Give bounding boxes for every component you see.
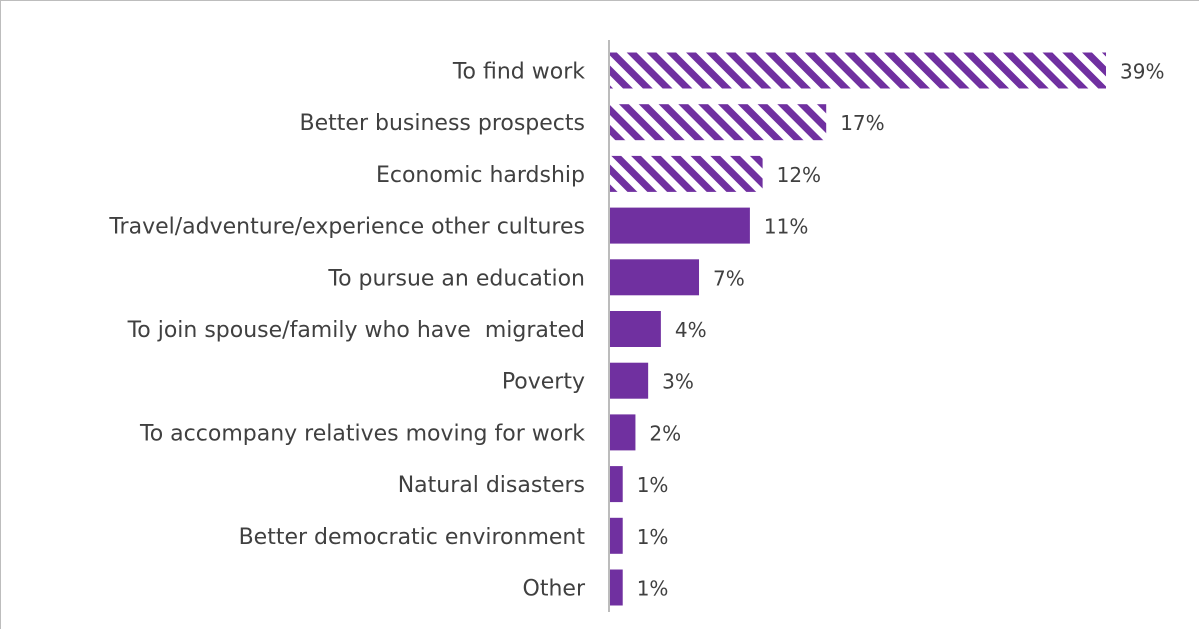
category-label: Travel/adventure/experience other cultur… [108,215,585,240]
category-label: To join spouse/family who have migrated [127,318,585,343]
category-label: To pursue an education [327,266,585,291]
bar [610,52,1106,89]
category-label: Economic hardship [376,163,585,188]
category-label: Better democratic environment [239,525,586,550]
bar [610,259,700,296]
bar [610,362,649,399]
bar [610,569,623,606]
bar [610,414,636,451]
category-label: Better business prospects [300,111,585,136]
bar [610,207,750,244]
data-label: 4% [675,318,707,342]
category-label: To find work [452,60,585,85]
bar [610,104,827,141]
bar [610,517,623,554]
bar [610,155,763,192]
data-label: 1% [637,473,669,497]
data-label: 12% [777,163,821,187]
category-label: To accompany relatives moving for work [139,421,585,446]
data-label: 39% [1120,60,1164,84]
data-label: 7% [713,266,745,290]
category-label: Other [523,577,586,602]
category-label: Natural disasters [398,473,585,498]
bar [610,311,661,347]
data-label: 3% [662,370,694,394]
data-label: 11% [764,215,808,239]
data-label: 1% [637,525,669,549]
data-label: 17% [840,111,884,135]
data-label: 2% [649,421,681,445]
bar [610,466,623,503]
category-label: Poverty [502,370,585,395]
data-label: 1% [637,577,669,601]
